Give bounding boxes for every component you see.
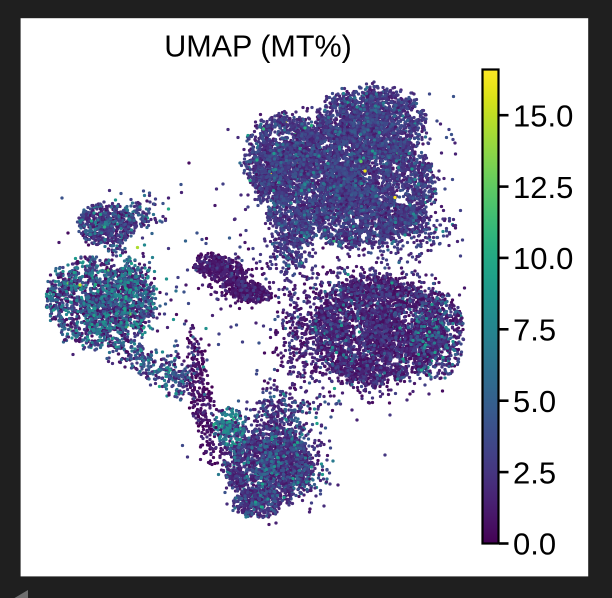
svg-text:12.5: 12.5 [513,170,573,205]
svg-text:2.5: 2.5 [513,455,556,490]
svg-text:7.5: 7.5 [513,312,556,347]
svg-text:UMAP (MT%): UMAP (MT%) [164,30,352,64]
svg-text:10.0: 10.0 [513,241,573,276]
svg-text:5.0: 5.0 [513,384,556,419]
svg-text:15.0: 15.0 [513,98,573,133]
svg-text:0.0: 0.0 [513,527,556,562]
